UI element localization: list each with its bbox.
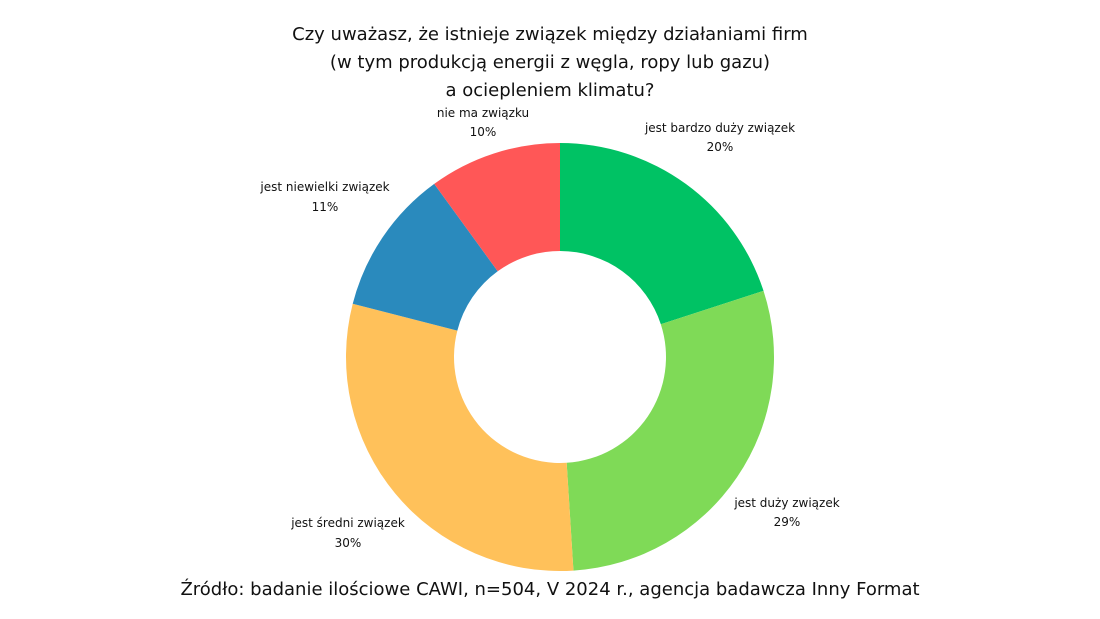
chart-title-line-2: (w tym produkcją energii z węgla, ropy l… bbox=[329, 52, 771, 73]
donut-slice-1 bbox=[560, 143, 764, 325]
slice-category-label-3: jest średni związek bbox=[290, 516, 405, 530]
slice-category-label-1: jest bardzo duży związek bbox=[644, 121, 795, 135]
slice-value-label-3: 30% bbox=[335, 536, 362, 550]
chart-title-line-1: Czy uważasz, że istnieje związek między … bbox=[292, 24, 808, 45]
slice-value-label-4: 11% bbox=[312, 200, 339, 214]
slice-labels: jest bardzo duży związek 20% jest duży zwi… bbox=[259, 106, 839, 550]
chart-source: Źródło: badanie ilościowe CAWI, n=504, V… bbox=[180, 579, 920, 600]
chart-title-line-3: a ociepleniem klimatu? bbox=[445, 80, 655, 101]
donut-slice-2 bbox=[566, 290, 775, 571]
donut-slice-3 bbox=[345, 303, 574, 571]
slice-category-label-4: jest niewielki związek bbox=[259, 180, 389, 194]
slice-value-label-1: 20% bbox=[707, 140, 734, 154]
slice-category-label-5: nie ma związku bbox=[437, 106, 529, 120]
slice-value-label-5: 10% bbox=[470, 125, 497, 139]
donut-slice-5 bbox=[434, 143, 560, 272]
donut-slice-4 bbox=[352, 183, 498, 331]
slice-category-label-2: jest duży związek bbox=[733, 496, 839, 510]
slice-value-label-2: 29% bbox=[774, 515, 801, 529]
donut-slices bbox=[345, 143, 775, 571]
